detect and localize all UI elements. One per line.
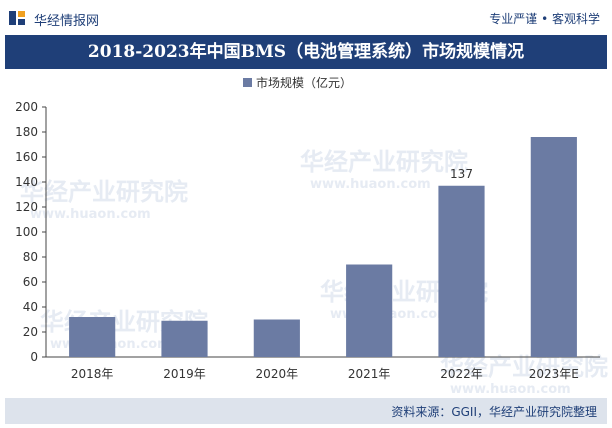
watermark-text: 华经产业研究院 [20,178,188,206]
y-tick-label: 0 [30,350,38,364]
x-tick-label: 2018年 [71,367,114,381]
bar [438,185,485,357]
y-tick-label: 60 [23,275,38,289]
data-label: 137 [450,167,473,181]
bar [253,319,300,357]
watermark-url: www.huaon.com [310,177,431,192]
y-tick-label: 180 [15,125,38,139]
y-tick-label: 200 [15,100,38,114]
y-tick-label: 20 [23,325,38,339]
bar-series [69,137,577,357]
x-tick-label: 2021年 [348,367,391,381]
footer-bar: 资料来源：GGII，华经产业研究院整理 [5,398,607,424]
bar [69,317,116,357]
bar-chart: 华经产业研究院www.huaon.com华经产业研究院www.huaon.com… [15,75,608,397]
x-axis: 2018年 2019年 2020年 2021年 2022年 2023年E [46,356,600,381]
header-bar: 华经情报网 专业严谨 • 客观科学 [0,0,612,35]
legend-label: 市场规模（亿元） [256,75,352,90]
source-note: 资料来源：GGII，华经产业研究院整理 [391,405,597,419]
slogan: 专业严谨 • 客观科学 [489,12,600,26]
legend: 市场规模（亿元） [243,75,352,90]
y-tick-label: 120 [15,200,38,214]
chart-title: 2018-2023年中国BMS（电池管理系统）市场规模情况 [5,35,607,69]
y-tick-label: 140 [15,175,38,189]
brand-name: 华经情报网 [34,14,100,29]
x-tick-label: 2020年 [256,367,299,381]
y-axis: 0 20 40 60 80 100 120 140 160 180 200 [15,100,47,364]
data-labels: 137 [450,167,473,181]
logo-icon [9,11,25,25]
watermark-layer: 华经产业研究院www.huaon.com华经产业研究院www.huaon.com… [20,148,608,397]
y-tick-label: 80 [23,250,38,264]
x-tick-label: 2023年E [529,367,579,381]
bar [346,264,393,357]
bar [530,137,577,357]
watermark-url: www.huaon.com [30,207,151,222]
x-tick-label: 2019年 [163,367,206,381]
y-tick-label: 40 [23,300,38,314]
watermark-url: www.huaon.com [450,382,571,397]
watermark-text: 华经产业研究院 [300,148,468,176]
bar [161,320,208,357]
y-tick-label: 160 [15,150,38,164]
legend-swatch [243,78,252,87]
y-tick-label: 100 [15,225,38,239]
watermark-text: 华经产业研究院 [440,353,608,381]
x-tick-label: 2022年 [440,367,483,381]
